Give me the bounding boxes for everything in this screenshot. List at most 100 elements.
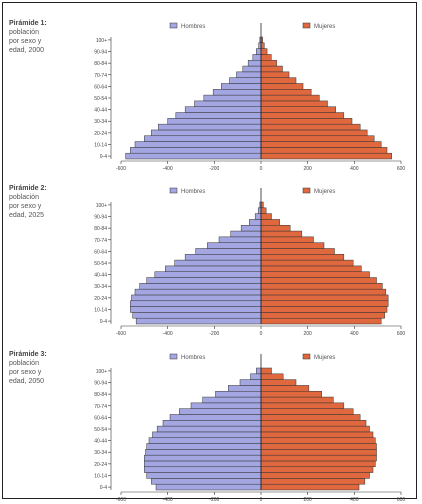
y-tick-label: 30-34 xyxy=(94,119,107,125)
bar-mujeres xyxy=(260,71,290,78)
bar-hombres xyxy=(218,236,262,243)
bar-mujeres xyxy=(260,312,385,319)
x-tick-label: 400 xyxy=(350,331,359,337)
bar-mujeres xyxy=(260,449,377,456)
bar-mujeres xyxy=(260,478,366,485)
bar-hombres xyxy=(135,317,262,325)
bar-mujeres xyxy=(260,454,377,462)
legend-swatch xyxy=(302,22,311,29)
pyramid-subtitle-line: edad, 2000 xyxy=(9,47,45,54)
bar-hombres xyxy=(169,414,262,421)
pyramid-panel-2: Pirámide 2: población por sexo y edad, 2… xyxy=(3,172,416,338)
y-tick-label: 80-84 xyxy=(94,61,107,67)
bar-hombres xyxy=(212,89,262,96)
x-tick-label: -200 xyxy=(209,497,219,503)
bar-mujeres xyxy=(260,443,377,450)
pyramid-subtitle-line: por sexo y xyxy=(9,203,42,210)
bar-mujeres xyxy=(260,466,374,473)
bar-mujeres xyxy=(260,431,374,438)
x-tick-label: 600 xyxy=(397,331,406,337)
y-tick-label: 90-94 xyxy=(94,381,107,387)
bar-hombres xyxy=(167,118,262,125)
bar-hombres xyxy=(175,112,262,119)
y-tick-label: 20-24 xyxy=(94,462,107,468)
bar-hombres xyxy=(151,129,262,137)
y-tick-label: 60-64 xyxy=(94,249,107,255)
legend-label: Mujeres xyxy=(314,24,335,30)
legend-swatch xyxy=(169,22,178,29)
y-tick-label: 60-64 xyxy=(94,415,107,421)
x-tick-label: -200 xyxy=(209,331,219,337)
pyramid-title-block: Pirámide 3: población por sexo y edad, 2… xyxy=(9,350,71,386)
bar-hombres xyxy=(256,367,262,375)
bar-mujeres xyxy=(260,317,382,325)
pyramid-title-block: Pirámide 2: población por sexo y edad, 2… xyxy=(9,184,71,220)
bar-hombres xyxy=(242,65,262,73)
bar-mujeres xyxy=(260,408,354,415)
x-tick-label: 200 xyxy=(303,166,312,172)
bar-mujeres xyxy=(260,265,362,272)
bar-hombres xyxy=(139,283,262,290)
bar-hombres xyxy=(144,135,262,142)
bar-mujeres xyxy=(260,483,360,491)
x-tick-label: -600 xyxy=(116,497,126,503)
y-tick-label: 0-4 xyxy=(100,319,107,325)
bar-mujeres xyxy=(260,54,272,61)
bar-mujeres xyxy=(260,437,376,444)
bar-mujeres xyxy=(260,420,367,427)
legend-swatch xyxy=(169,353,178,360)
bar-mujeres xyxy=(260,379,297,386)
legend-swatch xyxy=(169,187,178,194)
pyramid-title: Pirámide 2: xyxy=(9,185,47,192)
x-tick-label: 600 xyxy=(397,497,406,503)
bar-hombres xyxy=(203,94,262,102)
legend-label: Mujeres xyxy=(314,355,335,361)
y-tick-label: 60-64 xyxy=(94,84,107,90)
bar-mujeres xyxy=(260,59,277,67)
x-tick-label: -200 xyxy=(209,166,219,172)
y-tick-label: 50-54 xyxy=(94,96,107,102)
pyramid-panel-1: Pirámide 1: población por sexo y edad, 2… xyxy=(3,7,416,173)
bar-mujeres xyxy=(260,224,291,232)
bar-hombres xyxy=(144,454,262,462)
y-tick-label: 100+ xyxy=(96,369,107,375)
bar-hombres xyxy=(151,478,262,485)
bar-mujeres xyxy=(260,259,354,267)
bar-hombres xyxy=(165,265,262,272)
bar-hombres xyxy=(249,219,262,226)
bar-mujeres xyxy=(260,141,382,148)
legend-label: Hombres xyxy=(181,355,205,361)
bar-mujeres xyxy=(260,213,272,220)
bar-hombres xyxy=(146,443,262,450)
bar-mujeres xyxy=(260,460,376,468)
y-tick-label: 100+ xyxy=(96,203,107,209)
bar-hombres xyxy=(250,373,262,380)
bar-mujeres xyxy=(260,129,368,137)
pyramid-subtitle-line: por sexo y xyxy=(9,369,42,376)
pyramid-subtitle-line: población xyxy=(9,360,39,367)
bar-hombres xyxy=(194,100,262,107)
y-tick-label: 50-54 xyxy=(94,261,107,267)
y-tick-label: 10-14 xyxy=(94,473,107,479)
bar-hombres xyxy=(162,420,262,427)
bar-mujeres xyxy=(260,112,345,119)
bar-mujeres xyxy=(260,271,370,278)
bar-mujeres xyxy=(260,248,335,255)
bar-hombres xyxy=(134,141,262,148)
x-tick-label: 0 xyxy=(260,331,263,337)
bar-hombres xyxy=(130,300,262,307)
legend-label: Hombres xyxy=(181,24,205,30)
pyramid-subtitle-line: edad, 2025 xyxy=(9,212,45,219)
population-pyramid-chart: 0-4 10-14 20-24 30-34 40-44 50-54 60-64 70-74 80… xyxy=(94,187,406,337)
bar-mujeres xyxy=(260,135,375,142)
pyramid-title-block: Pirámide 1: población por sexo y edad, 2… xyxy=(9,19,71,55)
x-tick-label: 0 xyxy=(260,497,263,503)
y-tick-label: 90-94 xyxy=(94,215,107,221)
bar-mujeres xyxy=(260,425,370,433)
bar-mujeres xyxy=(260,373,284,380)
population-pyramid-chart: 0-4 10-14 20-24 30-34 40-44 50-54 60-64 70-74 80… xyxy=(94,22,406,172)
x-tick-label: 600 xyxy=(397,166,406,172)
bar-mujeres xyxy=(260,123,361,131)
bar-mujeres xyxy=(260,236,314,243)
bar-mujeres xyxy=(260,94,320,102)
